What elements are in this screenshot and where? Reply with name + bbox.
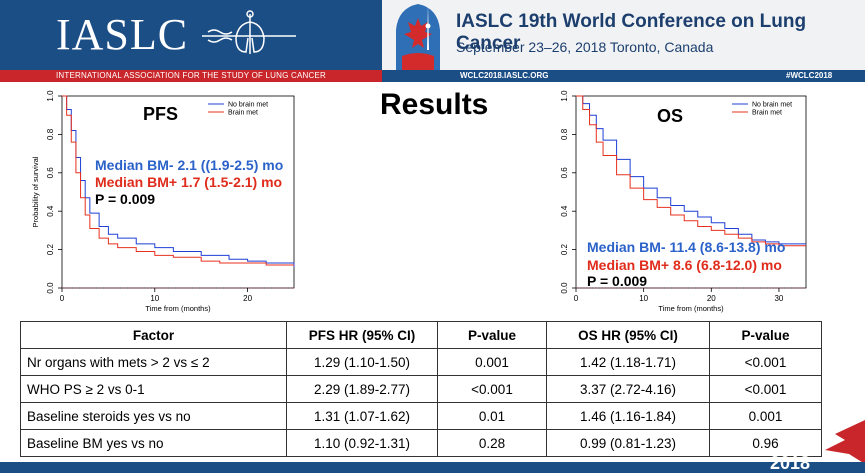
table-cell: 0.28 — [437, 429, 547, 457]
hashtag-label: #WCLC2018 — [786, 71, 833, 80]
table-cell: 1.10 (0.92-1.31) — [286, 429, 438, 457]
table-cell: 2.29 (1.89-2.77) — [286, 375, 438, 403]
y-axis-label: Probability of survival — [31, 156, 40, 227]
x-tick-label: 0 — [60, 294, 65, 303]
header-left-panel — [0, 0, 382, 70]
pfs-kaplan-meier-chart: 0.0 0.2 0.4 0.6 0.8 1.0 0 10 20 Time from (months… — [31, 90, 295, 313]
x-tick-label: 20 — [243, 294, 252, 303]
os-median-bm-plus: Median BM+ 8.6 (6.8-12.0) mo — [587, 257, 782, 273]
survival-curve-no-brain-met — [576, 95, 806, 245]
table-cell: 0.96 — [709, 429, 822, 457]
legend-label: Brain met — [752, 110, 782, 117]
x-axis-label: Time from (months) — [145, 304, 211, 313]
x-tick-label: 20 — [707, 294, 716, 303]
table-cell: <0.001 — [437, 375, 547, 403]
table-cell: 0.01 — [437, 402, 547, 430]
table-cell: 3.37 (2.72-4.16) — [546, 375, 710, 403]
footer-year: 2018 — [770, 453, 811, 473]
os-median-bm-minus: Median BM- 11.4 (8.6-13.8) mo — [587, 239, 786, 255]
table-cell: 1.29 (1.10-1.50) — [286, 348, 438, 376]
footer-blue-strip — [0, 462, 865, 473]
legend-label: Brain met — [228, 110, 258, 117]
legend-label: No brain met — [752, 102, 792, 109]
table-cell-factor: Baseline steroids yes vs no — [20, 402, 287, 430]
pfs-median-bm-minus: Median BM- 2.1 ((1.9-2.5) mo — [95, 157, 284, 173]
y-tick-label: 1.0 — [560, 90, 569, 102]
table-cell-factor: Baseline BM yes vs no — [20, 429, 287, 457]
table-row: Baseline BM yes vs no 1.10 (0.92-1.31) 0… — [20, 429, 822, 457]
maple-leaf-cn-tower-icon — [396, 4, 440, 70]
y-tick-label: 0.6 — [560, 167, 569, 179]
table-cell-factor: Nr organs with mets > 2 vs ≤ 2 — [20, 348, 287, 376]
x-tick-label: 10 — [639, 294, 648, 303]
column-header-pfs-p: P-value — [437, 321, 547, 349]
y-tick-label: 0.8 — [560, 128, 569, 140]
y-tick-label: 0.8 — [46, 128, 55, 140]
table-cell: 0.99 (0.81-1.23) — [546, 429, 710, 457]
column-header-pfs-hr: PFS HR (95% CI) — [286, 321, 438, 349]
os-kaplan-meier-chart: 0.0 0.2 0.4 0.6 0.8 1.0 0 10 20 30 Time from (mont… — [560, 90, 807, 313]
os-p-value: P = 0.009 — [587, 273, 648, 289]
table-row: Nr organs with mets > 2 vs ≤ 2 1.29 (1.1… — [20, 348, 822, 376]
os-chart-title: OS — [657, 106, 684, 126]
survival-curve-brain-met — [62, 95, 294, 266]
lung-caduceus-icon — [202, 10, 296, 54]
decorative-red-corner — [825, 420, 865, 464]
table-row: WHO PS ≥ 2 vs 0-1 2.29 (1.89-2.77) <0.00… — [20, 375, 822, 403]
table-header-row: Factor PFS HR (95% CI) P-value OS HR (95… — [20, 321, 822, 349]
hazard-ratio-table: Factor PFS HR (95% CI) P-value OS HR (95… — [20, 321, 822, 457]
organization-name: INTERNATIONAL ASSOCIATION FOR THE STUDY … — [56, 71, 326, 80]
slide-title: Results — [380, 88, 489, 121]
plot-frame — [61, 95, 295, 289]
table-cell: <0.001 — [709, 375, 822, 403]
legend-label: No brain met — [228, 102, 268, 109]
legend-box — [204, 97, 288, 117]
table-cell: 1.46 (1.16-1.84) — [546, 402, 710, 430]
table-cell: 0.001 — [437, 348, 547, 376]
table-row: Baseline steroids yes vs no 1.31 (1.07-1… — [20, 402, 822, 430]
y-tick-label: 0.0 — [46, 282, 55, 294]
x-tick-label: 0 — [574, 294, 579, 303]
header-red-bar — [0, 70, 382, 82]
table-cell: 0.001 — [709, 402, 822, 430]
column-header-factor: Factor — [20, 321, 287, 349]
pfs-chart-title: PFS — [143, 104, 179, 124]
pfs-p-value: P = 0.009 — [95, 191, 156, 207]
column-header-os-hr: OS HR (95% CI) — [546, 321, 710, 349]
header-blue-bar — [382, 70, 865, 82]
table-cell: <0.001 — [709, 348, 822, 376]
y-tick-label: 0.2 — [560, 243, 569, 255]
y-tick-label: 0.0 — [560, 282, 569, 294]
column-header-os-p: P-value — [709, 321, 822, 349]
x-tick-label: 10 — [150, 294, 159, 303]
y-tick-label: 0.4 — [560, 205, 569, 217]
iaslc-logo: IASLC — [56, 10, 189, 59]
pfs-median-bm-plus: Median BM+ 1.7 (1.5-2.1) mo — [95, 174, 283, 190]
y-tick-label: 0.4 — [46, 205, 55, 217]
conference-url-link[interactable]: WCLC2018.IASLC.ORG — [460, 71, 549, 80]
y-tick-label: 1.0 — [46, 90, 55, 102]
table-cell-factor: WHO PS ≥ 2 vs 0-1 — [20, 375, 287, 403]
header-right-panel — [382, 0, 865, 70]
y-tick-label: 0.2 — [46, 243, 55, 255]
x-axis-label: Time from (months) — [658, 304, 724, 313]
x-tick-label: 30 — [774, 294, 783, 303]
conference-subtitle: September 23–26, 2018 Toronto, Canada — [456, 39, 714, 55]
conference-title: IASLC 19th World Conference on Lung Canc… — [456, 11, 807, 54]
y-tick-label: 0.6 — [46, 167, 55, 179]
survival-curve-brain-met — [576, 95, 806, 247]
table-cell: 1.31 (1.07-1.62) — [286, 402, 438, 430]
table-cell: 1.42 (1.18-1.71) — [546, 348, 710, 376]
